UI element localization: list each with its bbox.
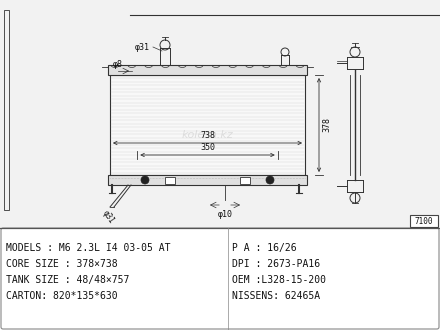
- Bar: [165, 177, 175, 184]
- Bar: [4, 10, 9, 210]
- Text: TANK SIZE : 48/48×757: TANK SIZE : 48/48×757: [6, 275, 129, 285]
- Text: 350: 350: [200, 143, 215, 152]
- Text: 738: 738: [200, 131, 215, 140]
- Text: CORE SIZE : 378×738: CORE SIZE : 378×738: [6, 259, 117, 269]
- Text: CARTON: 820*135*630: CARTON: 820*135*630: [6, 291, 117, 301]
- Text: kolesa.kz: kolesa.kz: [182, 130, 233, 140]
- Text: φ31: φ31: [135, 43, 150, 51]
- Text: 378: 378: [322, 117, 331, 133]
- Circle shape: [266, 176, 274, 184]
- Bar: [240, 177, 250, 184]
- Text: P A : 16/26: P A : 16/26: [232, 243, 297, 253]
- Text: φ10: φ10: [217, 210, 232, 219]
- Bar: [0, 228, 440, 330]
- Circle shape: [141, 176, 149, 184]
- Bar: [108, 175, 307, 185]
- Text: OEM :L328-15-200: OEM :L328-15-200: [232, 275, 326, 285]
- Text: MODELS : M6 2.3L I4 03-05 AT: MODELS : M6 2.3L I4 03-05 AT: [6, 243, 170, 253]
- Bar: [108, 65, 307, 75]
- Text: φ8: φ8: [113, 60, 123, 69]
- Bar: [110, 75, 305, 175]
- Bar: [410, 215, 438, 227]
- Text: φ31: φ31: [100, 209, 116, 225]
- Text: 7100: 7100: [415, 216, 433, 225]
- Text: NISSENS: 62465A: NISSENS: 62465A: [232, 291, 320, 301]
- Text: DPI : 2673-PA16: DPI : 2673-PA16: [232, 259, 320, 269]
